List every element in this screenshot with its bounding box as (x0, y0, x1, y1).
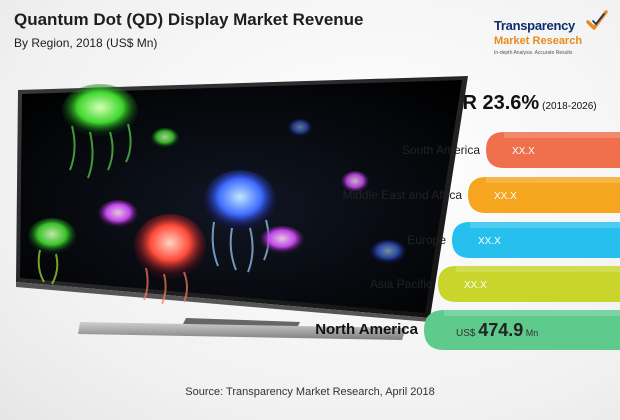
category-label-north-america: North America (315, 321, 418, 338)
value-label-asia-pacific: XX.X (464, 280, 487, 291)
value-number: 474.9 (478, 320, 523, 340)
tv-bottom-edge (16, 282, 430, 322)
category-label-asia-pacific: Asia Pacific (370, 277, 432, 291)
value-label-south-america: XX.X (512, 146, 535, 157)
value-prefix: US$ (456, 328, 478, 339)
checkmark-logo-icon (586, 10, 608, 30)
chart-title: Quantum Dot (QD) Display Market Revenue (14, 10, 364, 29)
tv-illustration (16, 76, 468, 340)
category-label-south-america: South America (402, 143, 480, 157)
logo-tagline: In-depth Analysis. Accurate Results (494, 50, 573, 56)
bar-europe (452, 222, 620, 258)
logo-line-2: Market Research (494, 35, 583, 47)
bar-highlight-north-america (444, 310, 620, 316)
chart-subtitle: By Region, 2018 (US$ Mn) (14, 36, 158, 50)
bar-asia-pacific (438, 266, 620, 302)
bar-highlight-middle-east-and-africa (486, 177, 620, 183)
bar-south-america (486, 132, 620, 168)
value-label-europe: XX.X (478, 236, 501, 247)
brand-logo: Transparency Market Research In-depth An… (484, 8, 614, 68)
jellyfish-artwork (28, 84, 406, 305)
source-note: Source: Transparency Market Research, Ap… (185, 386, 435, 398)
cagr-period: (2018-2026) (542, 101, 597, 112)
category-label-middle-east-and-africa: Middle East and Africa (343, 188, 463, 202)
value-unit: Mn (523, 328, 538, 338)
bar-north-america (424, 310, 620, 350)
bar-highlight-asia-pacific (456, 266, 620, 272)
logo-line-1: Transparency (494, 18, 575, 33)
bar-highlight-south-america (504, 132, 620, 138)
tv-stand-base (78, 322, 406, 340)
value-label-middle-east-and-africa: XX.X (494, 191, 517, 202)
bar-highlight-europe (470, 222, 620, 228)
category-label-europe: Europe (407, 233, 446, 247)
region-bars: South America XX.X Middle East and Africa X… (315, 132, 620, 350)
value-label-north-america: US$ 474.9 Mn (456, 320, 538, 340)
bar-middle-east-and-africa (468, 177, 620, 213)
